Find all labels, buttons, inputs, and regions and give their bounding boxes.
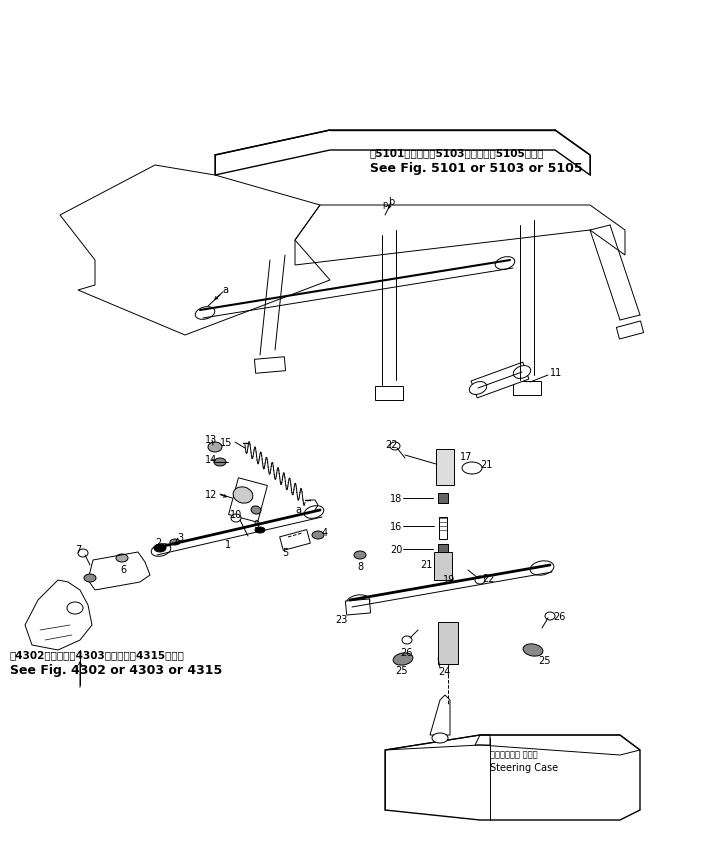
Polygon shape (229, 477, 267, 522)
Ellipse shape (84, 574, 96, 582)
Text: b: b (388, 197, 394, 207)
Text: 21: 21 (420, 560, 433, 570)
Text: a: a (222, 285, 228, 295)
Ellipse shape (195, 307, 215, 320)
Text: See Fig. 5101 or 5103 or 5105: See Fig. 5101 or 5103 or 5105 (370, 162, 583, 175)
Ellipse shape (346, 594, 370, 609)
Text: 6: 6 (120, 565, 126, 575)
Ellipse shape (462, 462, 482, 474)
Polygon shape (616, 321, 644, 339)
Text: 26: 26 (553, 612, 566, 622)
Polygon shape (254, 357, 285, 373)
Ellipse shape (231, 514, 241, 522)
Text: 14: 14 (205, 455, 217, 465)
Polygon shape (280, 530, 311, 550)
Ellipse shape (469, 382, 486, 394)
Ellipse shape (523, 644, 543, 656)
Text: 19: 19 (443, 575, 455, 585)
Text: 16: 16 (390, 522, 402, 532)
Text: 23: 23 (335, 615, 348, 625)
Ellipse shape (78, 549, 88, 557)
Polygon shape (436, 449, 454, 485)
Text: 1: 1 (225, 540, 231, 550)
Text: 9: 9 (253, 520, 259, 530)
Ellipse shape (495, 257, 515, 270)
Polygon shape (438, 622, 458, 664)
Ellipse shape (354, 551, 366, 559)
Ellipse shape (393, 653, 413, 665)
Text: 11: 11 (550, 368, 562, 378)
Ellipse shape (304, 505, 324, 518)
Text: 15: 15 (220, 438, 232, 448)
Text: See Fig. 4302 or 4303 or 4315: See Fig. 4302 or 4303 or 4315 (10, 664, 222, 677)
Text: 22: 22 (385, 440, 397, 450)
Polygon shape (439, 517, 447, 539)
Ellipse shape (390, 442, 400, 450)
Text: 2: 2 (155, 538, 161, 548)
Text: 10: 10 (230, 510, 243, 520)
Text: Steering Case: Steering Case (490, 763, 558, 773)
Text: 4: 4 (322, 528, 328, 538)
Ellipse shape (513, 365, 531, 378)
Ellipse shape (116, 554, 128, 562)
Ellipse shape (402, 636, 412, 644)
Text: 7: 7 (75, 545, 81, 555)
Ellipse shape (208, 442, 222, 452)
Text: a: a (295, 505, 301, 515)
Polygon shape (434, 552, 452, 580)
Ellipse shape (255, 527, 265, 533)
Polygon shape (375, 386, 403, 400)
Text: 25: 25 (538, 656, 550, 666)
Text: 12: 12 (205, 490, 217, 500)
Ellipse shape (214, 458, 226, 466)
Polygon shape (513, 381, 541, 395)
Ellipse shape (67, 602, 83, 614)
Polygon shape (438, 493, 448, 503)
Text: 22: 22 (482, 574, 494, 584)
Text: 13: 13 (205, 435, 217, 445)
Polygon shape (471, 362, 529, 398)
Text: 26: 26 (400, 648, 412, 658)
Text: 24: 24 (438, 667, 450, 677)
Text: 8: 8 (357, 562, 363, 572)
Ellipse shape (170, 539, 180, 545)
Ellipse shape (233, 487, 253, 503)
Ellipse shape (530, 561, 554, 575)
Text: 18: 18 (390, 494, 402, 504)
Text: 20: 20 (390, 545, 402, 555)
Ellipse shape (475, 576, 485, 584)
Polygon shape (346, 599, 371, 615)
Text: 第4302図または第4303図または第4315図参照: 第4302図または第4303図または第4315図参照 (10, 650, 185, 660)
Text: 25: 25 (395, 666, 407, 676)
Ellipse shape (154, 544, 166, 552)
Ellipse shape (312, 531, 324, 539)
Polygon shape (438, 544, 448, 552)
Text: 3: 3 (177, 533, 183, 543)
Text: ステアリング ケース: ステアリング ケース (490, 750, 538, 759)
Text: 第5101図または第5103図または第5105図参照: 第5101図または第5103図または第5105図参照 (370, 148, 545, 158)
Text: p: p (382, 200, 388, 209)
Ellipse shape (545, 612, 555, 620)
Text: 21: 21 (480, 460, 492, 470)
Text: 5: 5 (282, 548, 288, 558)
Text: 17: 17 (460, 452, 472, 462)
Ellipse shape (151, 544, 171, 556)
Ellipse shape (432, 733, 448, 743)
Ellipse shape (251, 506, 261, 514)
